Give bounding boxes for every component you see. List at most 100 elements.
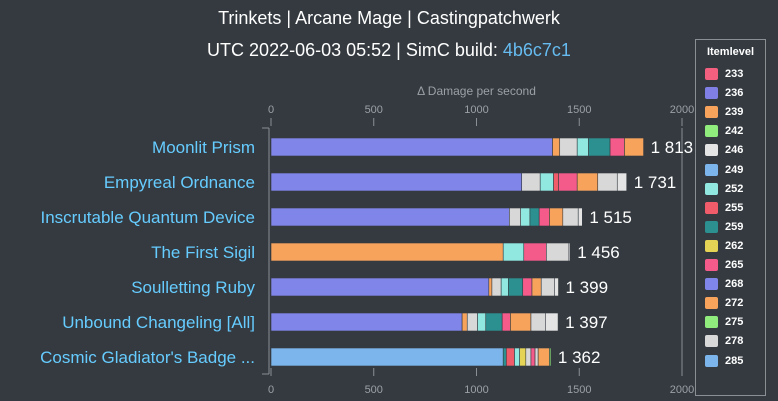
legend-swatch [705,220,718,233]
bar-segment-265 [558,172,578,192]
legend-swatch [705,182,718,195]
bar-segment-278 [491,277,502,297]
category-label[interactable]: Cosmic Gladiator's Badge ... [40,348,255,367]
bar-segment-265 [609,137,625,157]
bar-segment-252 [514,347,520,367]
total-label: 1 397 [565,313,608,332]
bar-segment-268 [270,277,490,297]
total-label: 1 456 [577,243,620,262]
legend-swatch [705,201,718,214]
bar-segment-278 [597,172,618,192]
legend-label: 255 [725,201,744,214]
legend-title: Itemlevel [706,46,755,58]
bar-segment-272 [552,137,561,157]
bar-segment-259 [485,312,503,332]
bar-segment-278 [540,277,555,297]
bar-segment-268 [270,312,463,332]
bar-segment-252 [502,242,525,262]
subtitle-text: UTC 2022-06-03 05:52 | SimC build: [207,40,503,60]
bar-segment-265 [538,207,550,227]
bar-segment-246 [554,277,559,297]
legend-label: 249 [725,163,744,176]
x-tick-label-top: 0 [268,104,274,116]
legend-swatch [705,297,718,310]
legend-label: 259 [725,220,744,233]
bar-segment-285 [270,347,504,367]
category-label[interactable]: Inscrutable Quantum Device [41,208,256,227]
x-tick-label-top: 1500 [567,104,591,116]
bar-segment-265 [530,347,536,367]
x-tick-label-bottom: 2000 [670,384,694,396]
category-label[interactable]: Moonlit Prism [152,138,255,157]
legend-swatch [705,316,718,329]
legend-label: 275 [725,316,744,329]
bar-segment-268 [270,137,553,157]
legend-label: 239 [725,106,744,119]
x-tick-label-bottom: 1500 [567,384,591,396]
bar-segment-272 [270,242,504,262]
legend-label: 285 [725,354,744,367]
bar-segment-252 [539,172,554,192]
legend-swatch [705,87,718,100]
total-label: 1 362 [558,348,601,367]
bar-segment-252 [576,137,589,157]
bar-segment-259 [502,347,507,367]
simc-build-link[interactable]: 4b6c7c1 [502,40,571,60]
bar-segment-246 [568,242,571,262]
bar-segment-252 [500,277,509,297]
bar-segment-272 [488,277,493,297]
x-tick-label-top: 500 [365,104,383,116]
bar-segment-262 [519,347,527,367]
legend-swatch [705,278,718,291]
legend-swatch [705,68,718,80]
bar-segment-272 [576,172,599,192]
bar-segment-272 [461,312,468,332]
bar-segment-272 [531,277,542,297]
legend-swatch [705,354,718,367]
bar-segment-268 [270,207,510,227]
x-tick-label-top: 2000 [670,104,694,116]
legend-label: 268 [725,278,744,291]
bar-segment-252 [520,207,531,227]
bar-segment-278 [562,207,579,227]
x-tick-label-bottom: 0 [268,384,274,396]
legend-label: 236 [725,87,744,100]
x-axis-title: Δ Damage per second [417,84,536,98]
bar-segment-272 [510,312,532,332]
bar-segment-278 [559,137,578,157]
category-label[interactable]: Soulletting Ruby [131,278,255,297]
x-tick-label-top: 1000 [464,104,488,116]
category-label[interactable]: The First Sigil [151,243,255,262]
bar-segment-268 [270,172,523,192]
bar-segment-278 [534,347,539,367]
bar-segment-272 [624,137,644,157]
bar-segment-278 [530,312,546,332]
bar-segment-246 [577,207,583,227]
chart-subtitle: UTC 2022-06-03 05:52 | SimC build: 4b6c7… [0,40,778,61]
bar-segment-252 [477,312,487,332]
x-tick-label-bottom: 1000 [464,384,488,396]
bar-segment-278 [525,347,532,367]
legend-label: 233 [725,68,744,80]
legend-label: 265 [725,259,744,271]
legend-swatch [705,259,718,271]
chart-title: Trinkets | Arcane Mage | Castingpatchwer… [218,8,560,28]
total-label: 1 731 [634,173,677,192]
legend-swatch [705,106,718,119]
bar-segment-255 [505,347,515,367]
bar-segment-259 [529,207,540,227]
bar-segment-259 [508,277,524,297]
legend-swatch [705,335,718,348]
category-label[interactable]: Empyreal Ordnance [104,173,255,192]
bar-segment-242 [549,347,552,367]
bar-segment-278 [521,172,541,192]
bar-segment-259 [588,137,611,157]
legend-swatch [705,239,718,252]
legend: Itemlevel 233 236 239 242 246 249 252 255 259 262… [695,39,766,396]
bar-segment-265 [501,312,511,332]
bar-segment-265 [522,277,533,297]
legend-swatch [705,125,718,138]
bar-segment-265 [523,242,547,262]
category-label[interactable]: Unbound Changeling [All] [62,313,255,332]
